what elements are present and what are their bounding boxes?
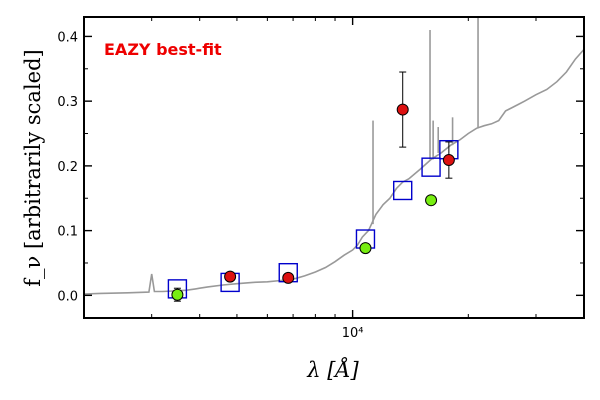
x-axis-label: λ [Å] — [306, 357, 359, 382]
model-photometry-layer — [167, 139, 459, 299]
observed-flux-red-point — [442, 154, 455, 167]
y-tick-label: 0.1 — [57, 225, 78, 240]
observed-flux-red-point — [282, 271, 295, 284]
plot-frame — [83, 16, 585, 319]
chart-annotation: EAZY best-fit — [104, 40, 222, 59]
y-tick-label: 0.2 — [57, 160, 78, 175]
y-tick-label: 0.3 — [57, 95, 78, 110]
observed-flux-green-point — [359, 242, 372, 255]
y-tick-label: 0.4 — [57, 30, 78, 45]
y-tick-label: 0.0 — [57, 289, 78, 304]
axes-layer: 0.0 0.1 0.2 0.3 0.4 10⁴ — [57, 16, 585, 341]
observed-photometry-layer — [171, 71, 455, 302]
observed-flux-green-point — [171, 288, 184, 301]
observed-flux-red-point — [224, 270, 237, 283]
model-flux-square — [421, 157, 441, 177]
model-flux-square — [393, 180, 413, 201]
template-sed-line — [83, 48, 585, 295]
observed-flux-green-point — [425, 194, 438, 207]
x-tick-label: 10⁴ — [342, 326, 364, 341]
observed-flux-red-point — [396, 103, 409, 116]
y-axis-label: f_ν [arbitrarily scaled] — [21, 49, 45, 286]
